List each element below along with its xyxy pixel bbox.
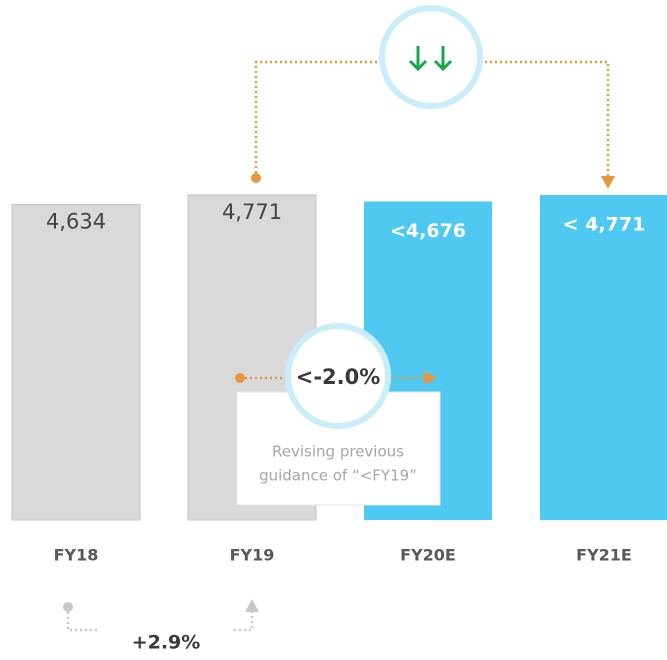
note: guidance of “<FY19” [259,467,417,485]
connector-dot [251,173,261,183]
value-label: 4,634 [46,209,106,233]
x-tick-label: FY19 [230,546,275,565]
bars [11,194,667,521]
bar [540,194,667,520]
down-arrows [408,46,453,72]
note: Revising previous [272,443,404,461]
arrow-head [245,599,259,612]
connector [66,607,100,632]
connector [254,60,382,178]
arrow-head [424,371,437,385]
change-label: +2.9% [132,632,201,654]
x-tick-label: FY18 [54,546,99,565]
x-tick-label: FY20E [400,546,456,565]
connector-dot [235,373,245,383]
x-tick-label: FY21E [576,546,632,565]
trend-circle [379,5,483,109]
value-label: < 4,771 [563,213,646,235]
value-label: <4,676 [390,220,466,242]
change-circle [285,323,391,429]
connector-dot [63,602,73,612]
connector [234,612,254,632]
change-label: <-2.0% [296,365,381,389]
value-label: 4,771 [222,200,282,224]
arrow-head [601,176,615,189]
connector [480,60,610,178]
bar [11,203,141,521]
